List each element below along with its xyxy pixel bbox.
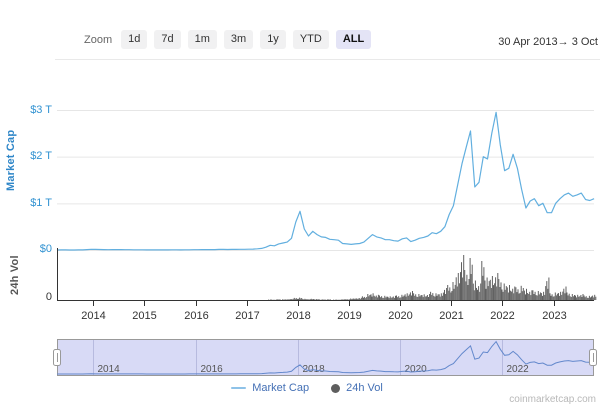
zoom-label: Zoom <box>84 33 113 46</box>
chart-legend: Market Cap 24h Vol <box>7 382 600 394</box>
svg-text:2020: 2020 <box>388 310 412 322</box>
svg-text:2020: 2020 <box>405 364 428 375</box>
svg-text:2021: 2021 <box>439 310 463 322</box>
svg-text:2016: 2016 <box>184 310 208 322</box>
zoom-button-all[interactable]: ALL <box>335 30 372 49</box>
zoom-button-7d[interactable]: 7d <box>154 30 181 49</box>
svg-text:2023: 2023 <box>542 310 566 322</box>
zoom-button-1y[interactable]: 1y <box>260 30 286 49</box>
svg-text:2017: 2017 <box>235 310 259 322</box>
watermark: coinmarketcap.com <box>509 394 596 405</box>
svg-text:2015: 2015 <box>132 310 156 322</box>
range-arrow-icon: → <box>557 36 569 48</box>
zoom-button-3m[interactable]: 3m <box>223 30 254 49</box>
mc-tick-2t: $2 T <box>30 150 52 162</box>
svg-text:2022: 2022 <box>507 364 530 375</box>
mc-tick-3t: $3 T <box>30 104 52 116</box>
svg-text:2016: 2016 <box>201 364 224 375</box>
range-start-date: 30 Apr 2013 <box>498 36 558 48</box>
navigator-handle-right[interactable] <box>588 347 598 367</box>
dot-marker-icon <box>331 383 341 393</box>
svg-text:2019: 2019 <box>337 310 361 322</box>
legend-market-cap-label: Market Cap <box>252 382 310 394</box>
svg-text:2014: 2014 <box>98 364 121 375</box>
zoom-button-ytd[interactable]: YTD <box>292 30 329 49</box>
zoom-toolbar: Zoom 1d 7d 1m 3m 1y YTD ALL <box>84 30 372 49</box>
svg-text:2022: 2022 <box>490 310 514 322</box>
toolbar-divider <box>55 59 600 60</box>
navigator[interactable] <box>57 339 594 375</box>
vol-tick-0: 0 <box>45 291 52 303</box>
legend-item-24h-vol[interactable]: 24h Vol <box>331 382 383 394</box>
line-marker-icon <box>231 387 247 389</box>
legend-item-market-cap[interactable]: Market Cap <box>231 382 309 394</box>
date-range[interactable]: 30 Apr 2013→ 3 Oct <box>498 36 598 48</box>
mc-tick-1t: $1 T <box>30 197 52 209</box>
zoom-button-1d[interactable]: 1d <box>121 30 148 49</box>
navigator-handle-left[interactable] <box>52 347 62 367</box>
range-end-date: 3 Oct <box>571 36 598 48</box>
svg-text:2014: 2014 <box>81 310 105 322</box>
mc-tick-0: $0 <box>39 243 52 255</box>
legend-24h-vol-label: 24h Vol <box>346 382 383 394</box>
zoom-button-1m[interactable]: 1m <box>187 30 217 49</box>
svg-text:2018: 2018 <box>286 310 310 322</box>
plot-area[interactable] <box>57 85 594 300</box>
